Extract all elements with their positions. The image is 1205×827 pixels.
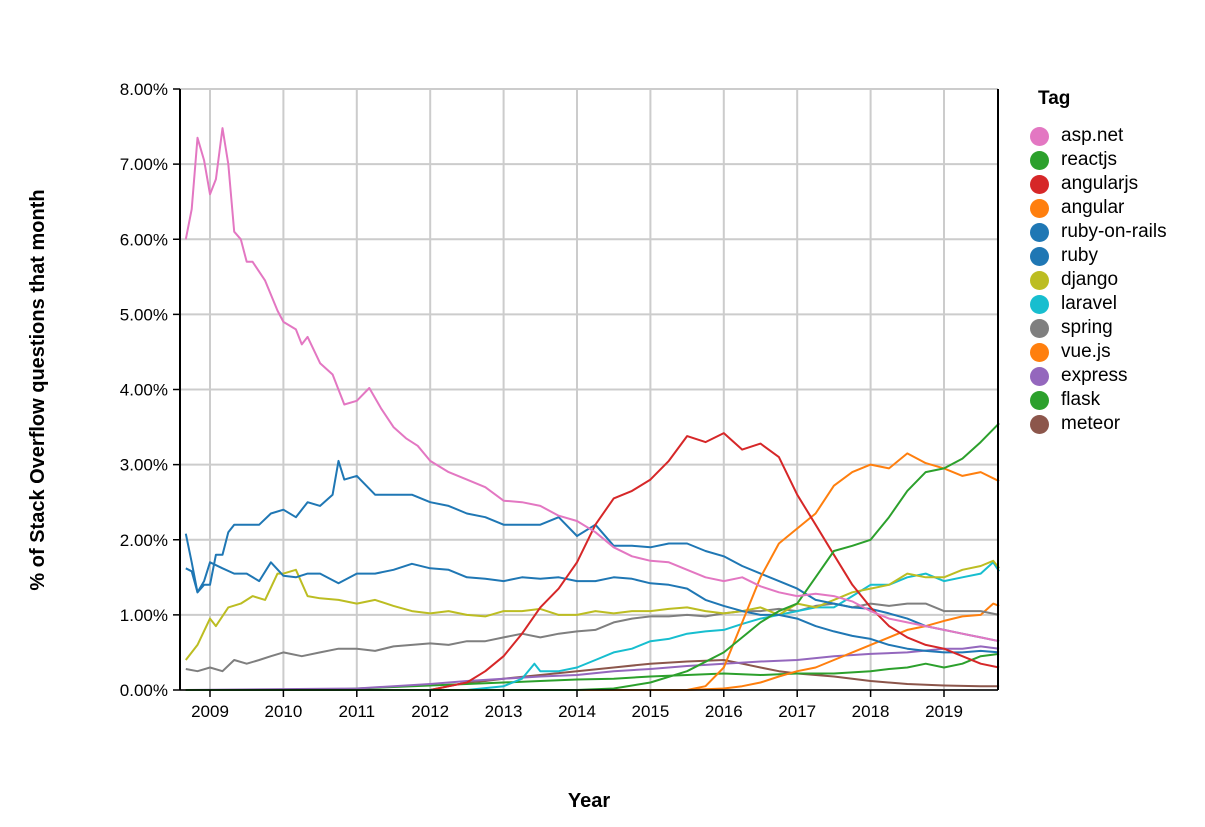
legend-item-vue-js: vue.js [1030, 340, 1167, 364]
y-tick-label: 2.00% [120, 531, 168, 550]
x-tick-label: 2010 [264, 702, 302, 721]
legend-item-asp-net: asp.net [1030, 124, 1167, 148]
legend-swatch-icon [1030, 198, 1049, 218]
x-tick-label: 2009 [191, 702, 229, 721]
x-tick-label: 2015 [631, 702, 669, 721]
legend-label: meteor [1061, 413, 1121, 434]
legend-label: ruby [1061, 245, 1098, 266]
legend-swatch-icon [1030, 318, 1049, 338]
y-tick-label: 3.00% [120, 456, 168, 475]
y-tick-label: 4.00% [120, 381, 168, 400]
y-tick-label: 8.00% [120, 80, 168, 99]
y-tick-label: 5.00% [120, 305, 168, 324]
legend-label: django [1061, 269, 1119, 290]
x-tick-label: 2012 [411, 702, 449, 721]
legend-label: asp.net [1061, 125, 1124, 146]
legend-item-angular: angular [1030, 196, 1167, 220]
legend-item-ruby: ruby [1030, 244, 1167, 268]
axes: 0.00% 1.00% 2.00% 3.00% 4.00% 5.00% 6.00% 7.00%… [120, 80, 999, 721]
legend-title: Tag [1038, 88, 1071, 109]
legend: Tag asp.net reactjs angularjs angular ruby-o… [1030, 88, 1167, 436]
legend-item-django: django [1030, 268, 1167, 292]
series-line-laravel [185, 561, 1000, 691]
series-line-vue-js [185, 602, 1000, 691]
y-tick-label: 1.00% [120, 606, 168, 625]
legend-swatch-icon [1030, 390, 1049, 410]
legend-swatch-icon [1030, 366, 1049, 386]
series-line-ruby-on-rails [184, 459, 1000, 643]
gridlines [180, 88, 998, 691]
legend-swatch-icon [1030, 342, 1049, 362]
legend-item-meteor: meteor [1030, 412, 1167, 436]
series-lines [184, 127, 1000, 691]
legend-item-express: express [1030, 364, 1167, 388]
legend-label: angularjs [1061, 173, 1139, 194]
series-line-angularjs [185, 432, 1000, 691]
legend-swatch-icon [1030, 294, 1049, 314]
legend-label: reactjs [1061, 149, 1117, 170]
legend-label: vue.js [1061, 341, 1111, 362]
legend-label: laravel [1061, 293, 1117, 314]
x-tick-label: 2011 [339, 702, 376, 721]
x-tick-label: 2013 [485, 702, 523, 721]
legend-item-ruby-on-rails: ruby-on-rails [1030, 220, 1167, 244]
legend-item-laravel: laravel [1030, 292, 1167, 316]
x-tick-label: 2014 [558, 702, 596, 721]
y-axis-title: % of Stack Overflow questions that month [27, 189, 49, 590]
legend-item-reactjs: reactjs [1030, 148, 1167, 172]
legend-label: express [1061, 365, 1128, 386]
legend-label: spring [1061, 317, 1113, 338]
series-line-asp-net [184, 127, 1000, 643]
legend-swatch-icon [1030, 414, 1049, 434]
legend-swatch-icon [1030, 150, 1049, 170]
legend-swatch-icon [1030, 222, 1049, 242]
legend-label: angular [1061, 197, 1125, 218]
series-line-meteor [185, 659, 1000, 691]
legend-swatch-icon [1030, 174, 1049, 194]
legend-swatch-icon [1030, 126, 1049, 146]
x-tick-label: 2017 [778, 702, 816, 721]
series-line-django [185, 559, 1000, 661]
x-tick-label: 2018 [852, 702, 890, 721]
legend-items: asp.net reactjs angularjs angular ruby-on-ra… [1030, 124, 1167, 436]
legend-swatch-icon [1030, 270, 1049, 290]
series-line-ruby [185, 561, 1000, 654]
series-line-flask [185, 652, 1000, 691]
legend-label: ruby-on-rails [1061, 221, 1167, 242]
y-tick-label: 7.00% [120, 155, 168, 174]
x-axis-title: Year [568, 790, 610, 812]
x-tick-label: 2016 [705, 702, 743, 721]
legend-item-spring: spring [1030, 316, 1167, 340]
y-tick-label: 0.00% [120, 681, 168, 700]
legend-item-angularjs: angularjs [1030, 172, 1167, 196]
series-line-reactjs [185, 422, 1000, 691]
x-tick-label: 2019 [925, 702, 963, 721]
series-line-express [185, 645, 1000, 691]
legend-item-flask: flask [1030, 388, 1167, 412]
legend-swatch-icon [1030, 246, 1049, 266]
y-tick-label: 6.00% [120, 230, 168, 249]
legend-label: flask [1061, 389, 1101, 410]
